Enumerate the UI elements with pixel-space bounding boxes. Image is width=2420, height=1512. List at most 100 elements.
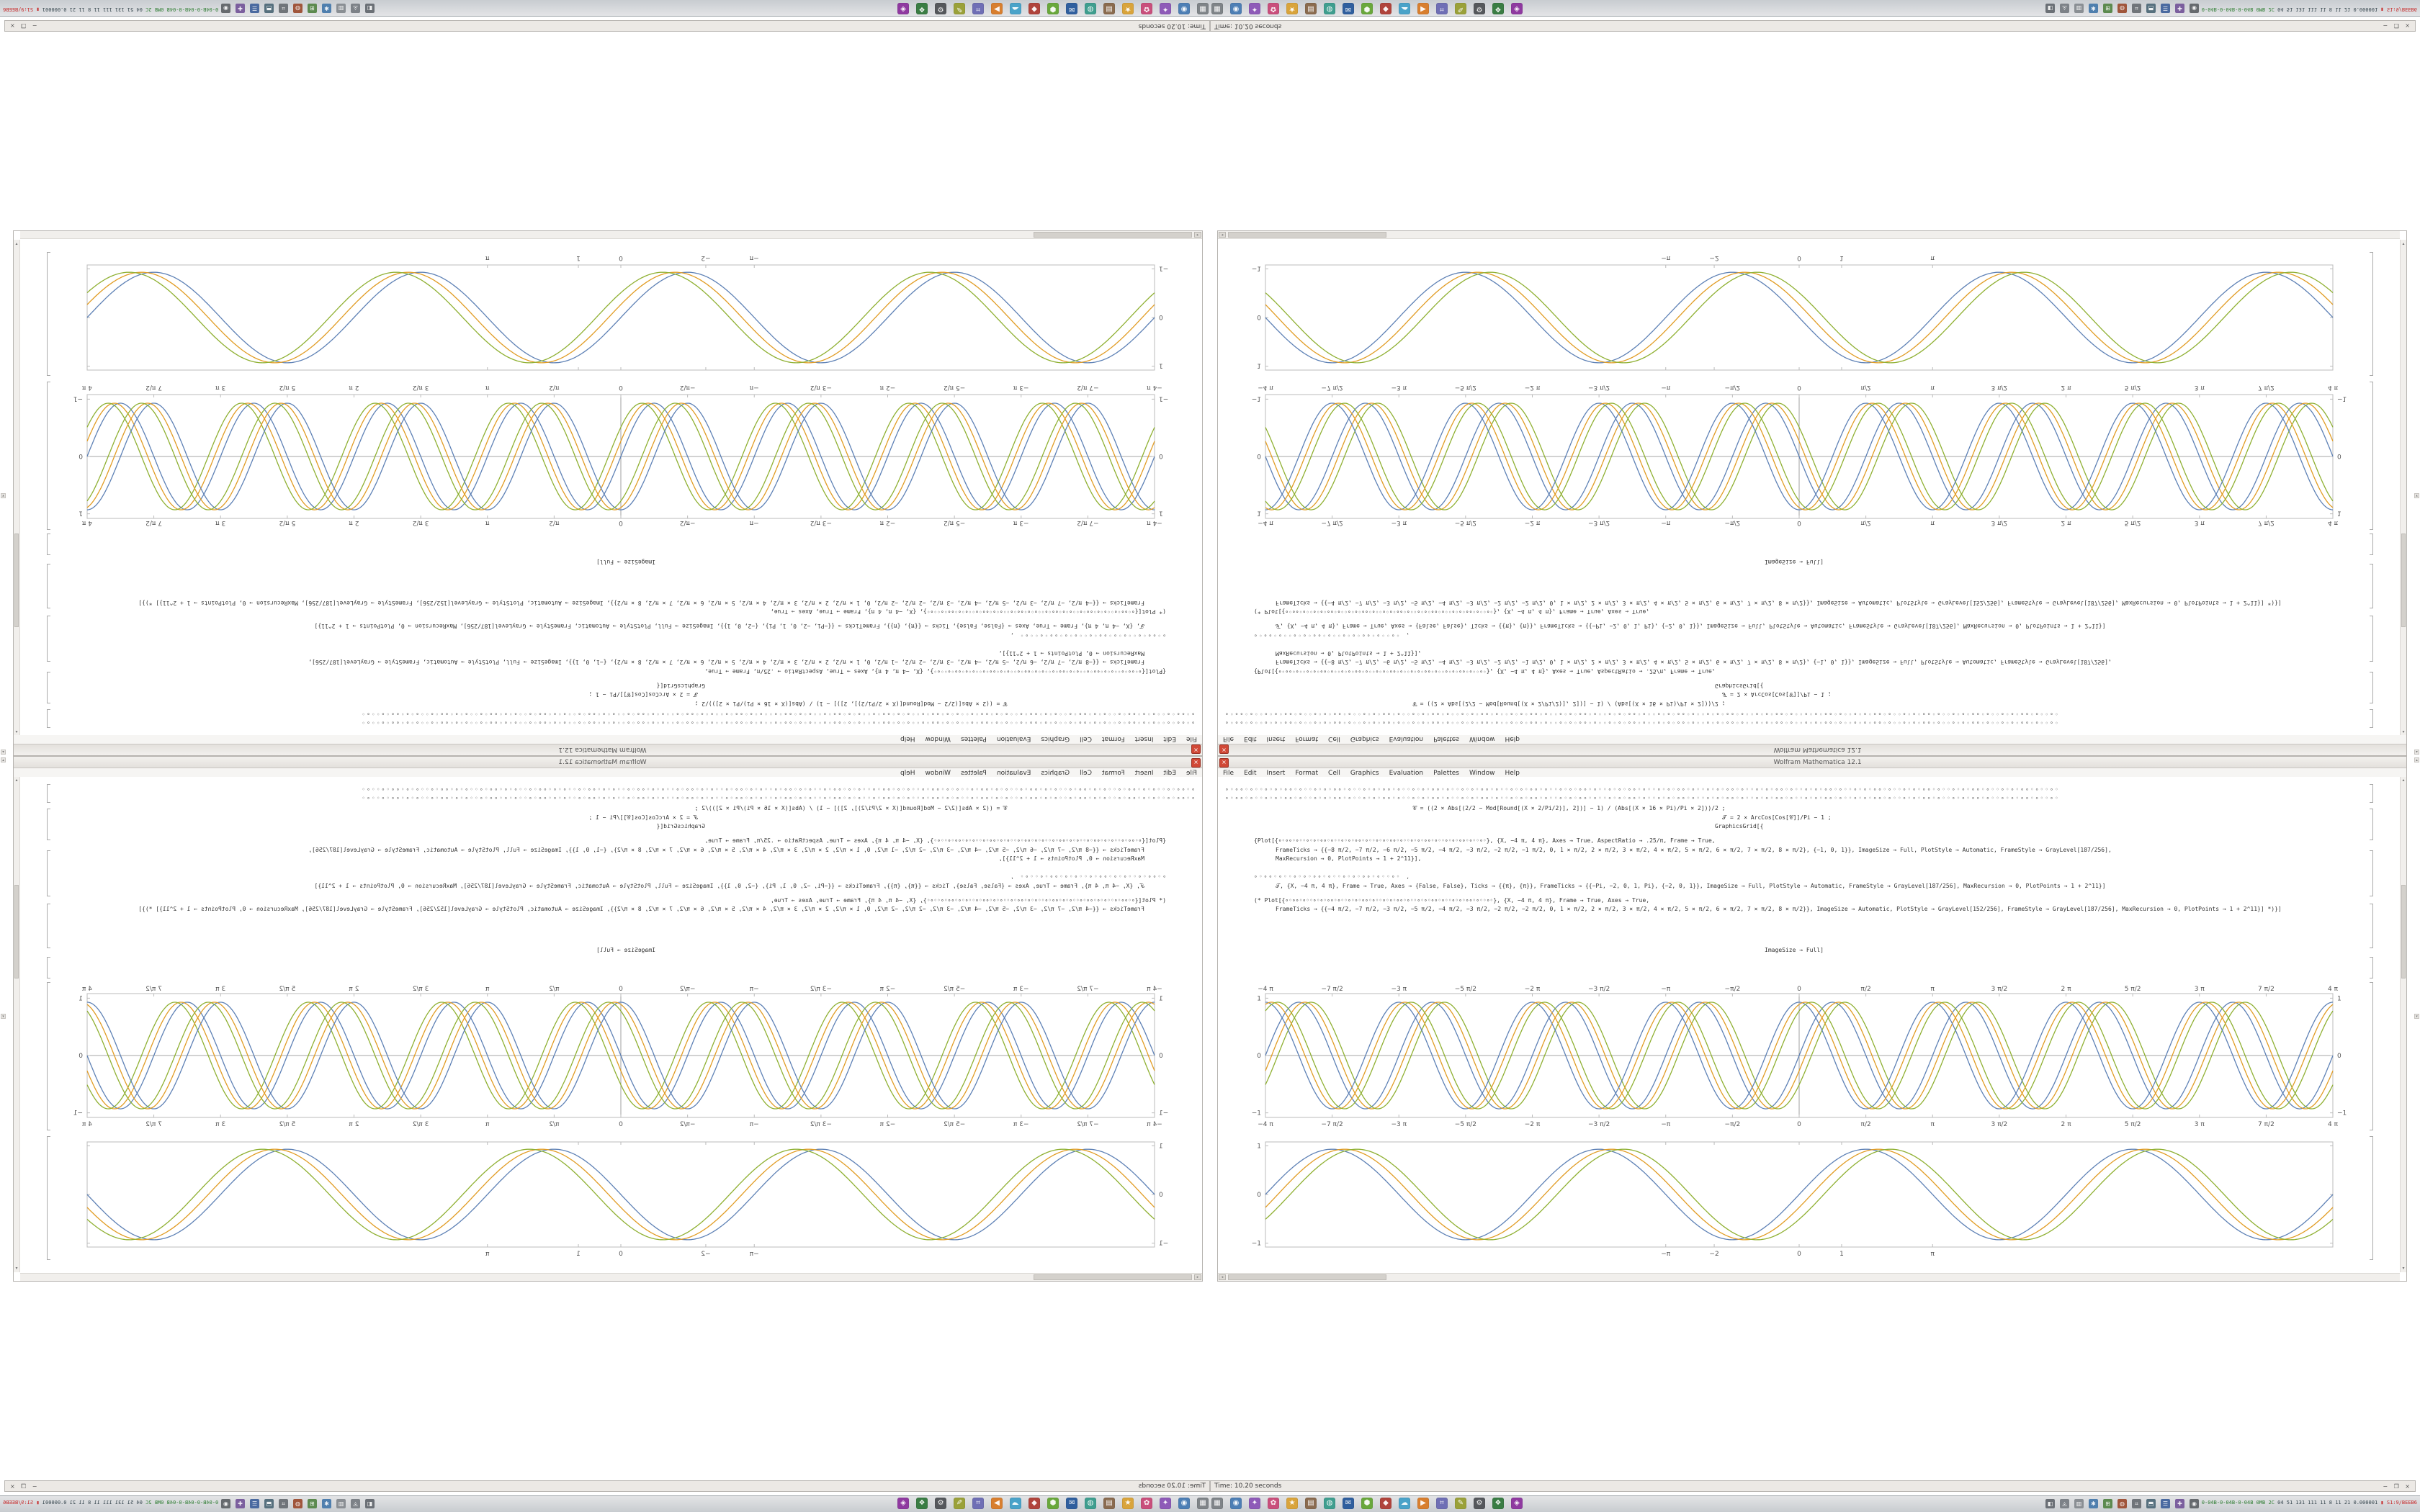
scroll-left-button[interactable]: ◂ (1194, 232, 1201, 238)
writer-icon[interactable]: ✎ (954, 1498, 965, 1509)
cell-bracket[interactable] (2370, 534, 2373, 555)
mail-icon[interactable]: ✉ (1066, 3, 1077, 14)
code-line[interactable]: MaxRecursion → 0, PlotPoints → 1 + 2^11}… (1276, 650, 1422, 657)
cloud-icon[interactable]: ☁ (1010, 1498, 1021, 1509)
code-line[interactable]: ImageSize → Full] (1765, 947, 1824, 953)
settings-icon[interactable]: ⚙ (935, 3, 946, 14)
editor-icon[interactable]: ◆ (1028, 1498, 1040, 1509)
cell-bracket[interactable] (2370, 957, 2373, 978)
player-icon[interactable]: ▶ (1417, 3, 1429, 14)
scroll-up-icon[interactable]: ▴ (2402, 778, 2405, 783)
media-icon[interactable]: ✿ (1141, 3, 1152, 14)
code-line[interactable]: GraphicsGrid[{ (656, 823, 705, 829)
mail-icon[interactable]: ✉ (1343, 3, 1354, 14)
menu-item[interactable]: Window (1469, 735, 1495, 743)
cloud-icon[interactable]: ☁ (1010, 3, 1021, 14)
media-icon[interactable]: ✿ (1268, 3, 1279, 14)
desktop-edge-marker[interactable]: ▾ (2414, 1014, 2419, 1019)
scrollbar-thumb[interactable] (14, 885, 19, 978)
code-line[interactable]: {Plot[{∘◦∘∘◦∘◦◦∘◦∘◦∘∘◦∘◦◦∘◦∘◦∘∘◦∘◦◦∘◦∘◦∘… (1254, 837, 1716, 844)
desktop-edge-marker[interactable]: ▾ (2414, 493, 2419, 498)
files-icon[interactable]: ▦ (1197, 3, 1209, 14)
code-line[interactable]: 𝒯 = 2 × ArcCos[Cos[𝒞]]/Pi − 1 ; (1722, 814, 1832, 821)
menu-item[interactable]: Insert (1134, 735, 1154, 743)
shield-icon[interactable]: ◍ (2118, 4, 2127, 13)
cell-bracket[interactable] (47, 784, 50, 803)
system-icon[interactable]: ◍ (1324, 1498, 1335, 1509)
menu-item[interactable]: Edit (1163, 769, 1176, 777)
scrollbar-thumb[interactable] (1034, 232, 1192, 238)
menu-item[interactable]: Evaluation (996, 769, 1031, 777)
menu-item[interactable]: Graphics (1350, 735, 1379, 743)
menu-item[interactable]: Help (900, 735, 915, 743)
terminal-icon[interactable]: ⌗ (1436, 3, 1448, 14)
cell-bracket[interactable] (47, 534, 50, 555)
horizontal-scrollbar[interactable]: ◂ (20, 1273, 1202, 1281)
updates-icon[interactable]: ✱ (322, 4, 331, 13)
code-line[interactable]: ∘◦∘∘◦∘◦◦∘◦∘◦∘∘◦∘◦◦∘◦∘◦∘∘◦∘◦◦∘◦∘◦∘∘◦∘◦◦∘◦… (360, 711, 1195, 717)
clipboard-icon[interactable]: ▥ (2074, 1499, 2084, 1508)
cell-bracket[interactable] (2370, 382, 2373, 530)
code-line[interactable]: ImageSize → Full] (1765, 559, 1824, 565)
code-line[interactable]: MaxRecursion → 0, PlotPoints → 1 + 2^11}… (998, 650, 1144, 657)
ide-icon[interactable]: ❖ (916, 1498, 928, 1509)
battery-icon[interactable]: ⊞ (308, 1499, 317, 1508)
menu-item[interactable]: Palettes (961, 769, 987, 777)
code-line[interactable]: 𝒯, {X, −4 π, 4 π}, Frame → True, Axes → … (314, 883, 1144, 889)
menu-item[interactable]: Cell (1328, 735, 1340, 743)
menu-item[interactable]: Cell (1080, 735, 1092, 743)
scroll-left-button[interactable]: ◂ (1219, 1274, 1226, 1280)
code-line[interactable]: ∘◦∘∘◦∘◦◦∘◦∘◦∘∘◦∘◦◦∘◦∘◦∘∘◦∘◦◦∘◦∘◦∘∘◦∘◦◦∘◦… (360, 795, 1195, 801)
terminal-icon[interactable]: ⌗ (972, 3, 984, 14)
terminal-titlebar[interactable]: Time: 10.20 seconds − ❐ × (4, 1480, 1210, 1492)
editor-icon[interactable]: ◆ (1028, 3, 1040, 14)
bluetooth-icon[interactable]: ☰ (2161, 1499, 2170, 1508)
scrollbar-thumb[interactable] (14, 534, 19, 627)
code-line[interactable]: ImageSize → Full] (596, 559, 655, 565)
desktop-edge-marker[interactable]: ▴ (1, 757, 6, 762)
chat-icon[interactable]: ✦ (1249, 1498, 1260, 1509)
code-line[interactable]: 𝒯, {X, −4 π, 4 π}, Frame → True, Axes → … (1276, 623, 2106, 629)
menu-item[interactable]: Window (925, 769, 951, 777)
code-line[interactable]: 𝒯 = 2 × ArcCos[Cos[𝒞]]/Pi − 1 ; (588, 691, 698, 698)
player-icon[interactable]: ▶ (991, 3, 1003, 14)
session-icon[interactable]: ◉ (221, 1499, 230, 1508)
menu-item[interactable]: Help (1505, 769, 1520, 777)
archive-icon[interactable]: ▤ (1305, 1498, 1317, 1509)
window-titlebar[interactable]: × Wolfram Mathematica 12.1 (1218, 744, 2406, 755)
editor-icon[interactable]: ◆ (1380, 3, 1392, 14)
menu-item[interactable]: Graphics (1041, 769, 1070, 777)
shield-icon[interactable]: ◍ (293, 1499, 302, 1508)
window-buttons[interactable]: − ❐ × (8, 22, 37, 30)
writer-icon[interactable]: ✎ (1455, 3, 1466, 14)
updates-icon[interactable]: ✱ (2089, 4, 2098, 13)
code-line[interactable]: 𝒯, {X, −4 π, 4 π}, Frame → True, Axes → … (314, 623, 1144, 629)
bluetooth-icon[interactable]: ☰ (2161, 4, 2170, 13)
cell-bracket[interactable] (2370, 809, 2373, 840)
code-line[interactable]: ∘◦∘∘◦∘◦◦∘◦∘◦∘∘◦∘◦◦∘◦∘◦∘∘◦∘◦◦∘◦∘◦∘∘◦∘◦◦∘◦… (1225, 711, 2060, 717)
code-line[interactable]: (* Plot[{∘◦∘∘◦∘◦◦∘◦∘◦∘∘◦∘◦◦∘◦∘◦∘∘◦∘◦◦∘◦∘… (1254, 897, 1650, 904)
network-icon[interactable]: ◧ (2045, 4, 2055, 13)
ide-icon[interactable]: ❖ (1492, 3, 1504, 14)
scroll-left-button[interactable]: ◂ (1194, 1274, 1201, 1280)
scrollbar-thumb[interactable] (1034, 1274, 1192, 1280)
files-icon[interactable]: ▦ (1211, 3, 1223, 14)
menu-item[interactable]: Palettes (1433, 735, 1459, 743)
code-line[interactable]: FrameTicks → {{−4 π/2, −7 π/2, −3 π/2, −… (1276, 906, 2282, 912)
scroll-down-icon[interactable]: ▾ (15, 1266, 18, 1271)
desktop-edge-marker[interactable]: ▾ (1, 1014, 6, 1019)
graphics-icon[interactable]: ◈ (897, 1498, 909, 1509)
menu-item[interactable]: Insert (1266, 769, 1286, 777)
code-line[interactable]: 𝒞 = ((2 × Abs[(2/2 − Mod[Round[(X × 2/Pi… (1412, 701, 1726, 707)
keyboard-icon[interactable]: ⌗ (2132, 4, 2141, 13)
scroll-down-icon[interactable]: ▾ (15, 241, 18, 246)
system-icon[interactable]: ◍ (1324, 3, 1335, 14)
cell-bracket[interactable] (47, 672, 50, 703)
window-titlebar[interactable]: × Wolfram Mathematica 12.1 (1218, 757, 2406, 768)
menu-item[interactable]: Window (1469, 769, 1495, 777)
horizontal-scrollbar[interactable]: ◂ (20, 231, 1202, 239)
health-icon[interactable]: ✚ (236, 4, 245, 13)
health-icon[interactable]: ✚ (2175, 4, 2184, 13)
system-icon[interactable]: ◍ (1085, 3, 1096, 14)
close-button[interactable]: × (1219, 744, 1229, 755)
